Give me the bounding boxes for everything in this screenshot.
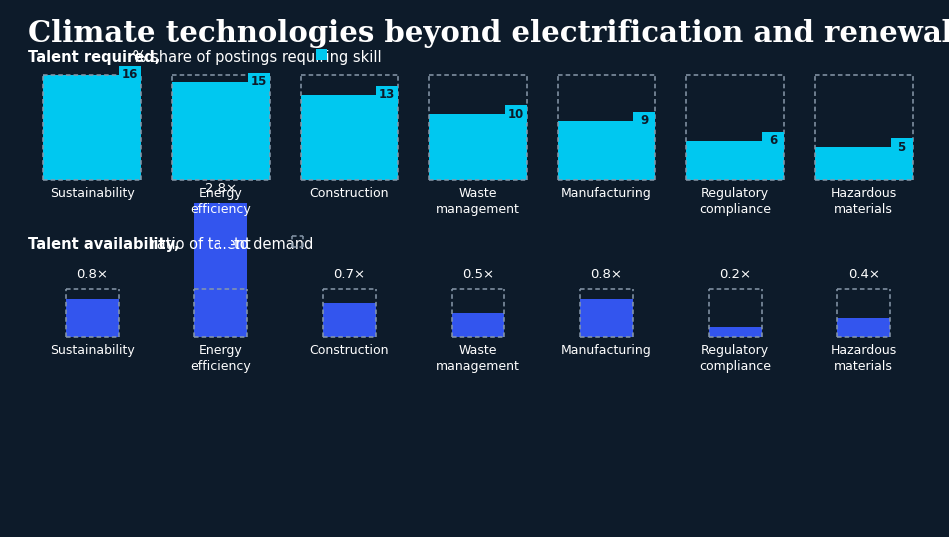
Text: % share of postings requiring skill: % share of postings requiring skill xyxy=(128,50,386,65)
Bar xyxy=(580,299,633,337)
Text: Manufacturing: Manufacturing xyxy=(561,187,652,200)
Bar xyxy=(301,95,399,180)
Bar xyxy=(377,86,399,104)
Text: Construction: Construction xyxy=(309,187,389,200)
Bar xyxy=(452,313,505,337)
Text: Manufacturing: Manufacturing xyxy=(561,344,652,357)
Bar xyxy=(558,121,656,180)
Bar xyxy=(172,82,270,180)
Bar xyxy=(815,147,913,180)
Bar xyxy=(505,105,527,124)
Text: 0.5×: 0.5× xyxy=(462,268,494,281)
Bar xyxy=(44,75,141,180)
Text: Energy
efficiency: Energy efficiency xyxy=(191,344,251,373)
Bar xyxy=(220,236,231,247)
Bar xyxy=(633,112,656,130)
Text: Waste
management: Waste management xyxy=(436,187,520,216)
Text: Hazardous
materials: Hazardous materials xyxy=(830,344,897,373)
Bar xyxy=(120,66,141,84)
Text: Climate technologies beyond electrification and renewables: Climate technologies beyond electrificat… xyxy=(28,19,949,48)
Text: Talent availability,: Talent availability, xyxy=(28,237,179,252)
Bar xyxy=(686,141,784,180)
Bar xyxy=(65,299,119,337)
Bar xyxy=(323,303,376,337)
Text: 0.7×: 0.7× xyxy=(333,268,365,281)
Text: 10: 10 xyxy=(508,108,524,121)
Bar xyxy=(316,49,327,60)
Text: 6: 6 xyxy=(769,134,777,147)
Bar xyxy=(429,114,527,180)
Text: 16: 16 xyxy=(122,69,139,82)
Text: Waste
management: Waste management xyxy=(436,344,520,373)
Text: Regulatory
compliance: Regulatory compliance xyxy=(699,344,772,373)
Text: 0.8×: 0.8× xyxy=(76,268,108,281)
Text: 13: 13 xyxy=(380,88,396,101)
Text: ratio of talent: ratio of talent xyxy=(146,237,255,252)
Text: 9: 9 xyxy=(641,114,648,127)
Text: 0.4×: 0.4× xyxy=(847,268,880,281)
Bar xyxy=(709,328,761,337)
Text: 0.8×: 0.8× xyxy=(590,268,623,281)
Bar xyxy=(248,72,270,91)
Text: 15: 15 xyxy=(251,75,267,88)
Text: 2.8×: 2.8× xyxy=(205,182,237,194)
Text: 0.2×: 0.2× xyxy=(719,268,752,281)
Text: Regulatory
compliance: Regulatory compliance xyxy=(699,187,772,216)
Text: Energy
efficiency: Energy efficiency xyxy=(191,187,251,216)
Text: Talent required,: Talent required, xyxy=(28,50,160,65)
Text: Construction: Construction xyxy=(309,344,389,357)
Bar xyxy=(195,202,248,337)
Text: Sustainability: Sustainability xyxy=(50,187,135,200)
Bar xyxy=(762,132,784,150)
Text: to demand: to demand xyxy=(234,237,318,252)
Text: Sustainability: Sustainability xyxy=(50,344,135,357)
Text: 5: 5 xyxy=(898,141,905,154)
Text: Hazardous
materials: Hazardous materials xyxy=(830,187,897,216)
Bar xyxy=(890,138,913,156)
Bar xyxy=(837,318,890,337)
